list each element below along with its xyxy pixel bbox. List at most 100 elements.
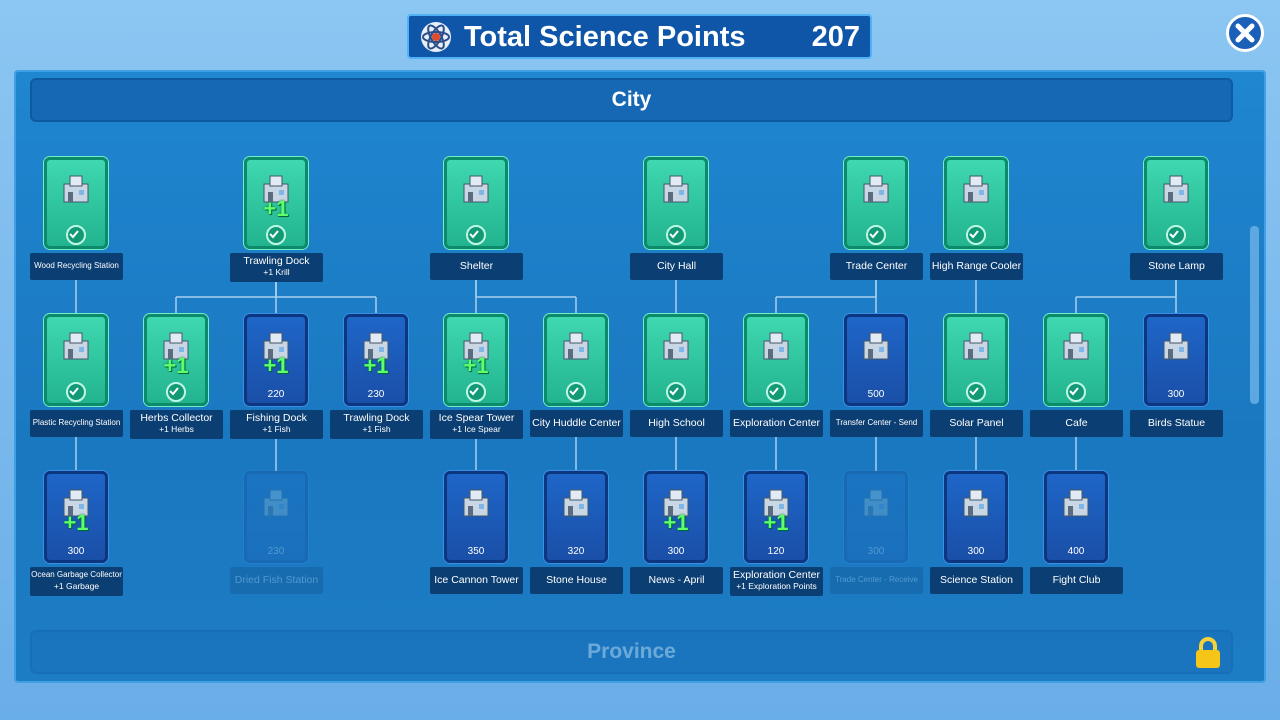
building-icon xyxy=(1163,332,1189,360)
building-icon xyxy=(63,332,89,360)
tech-subtitle: +1 Ice Spear xyxy=(452,424,501,434)
tech-name: High School xyxy=(648,417,705,429)
cost: 300 xyxy=(67,546,85,557)
tech-subtitle: +1 Exploration Points xyxy=(736,581,817,591)
tech-name: Transfer Center - Send xyxy=(835,418,918,427)
tech-label: High School xyxy=(630,410,723,437)
tech-card: 300 xyxy=(944,471,1008,563)
tech-label: Stone House xyxy=(530,567,623,594)
cost: 350 xyxy=(467,546,485,557)
tech-label: Transfer Center - Send xyxy=(830,410,923,437)
close-button[interactable] xyxy=(1226,14,1264,52)
building-icon xyxy=(963,489,989,517)
cost: 230 xyxy=(267,546,285,557)
building-icon xyxy=(363,332,389,360)
tech-name: Trade Center - Receive xyxy=(835,575,918,584)
bonus: +1 xyxy=(463,353,489,378)
tech-label: Fight Club xyxy=(1030,567,1123,594)
tech-subtitle: +1 Fish xyxy=(262,424,291,434)
tech-card xyxy=(444,157,508,249)
tech-card: 320 xyxy=(544,471,608,563)
check-icon xyxy=(66,382,86,402)
check-icon xyxy=(766,382,786,402)
building-icon xyxy=(563,489,589,517)
tech-name: Herbs Collector xyxy=(140,412,213,424)
tech-card xyxy=(544,314,608,406)
tech-card xyxy=(644,157,708,249)
building-icon xyxy=(163,332,189,360)
bonus: +1 xyxy=(163,353,189,378)
building-icon xyxy=(463,175,489,203)
tech-name: Ocean Garbage Collector xyxy=(31,570,122,579)
check-icon xyxy=(666,225,686,245)
building-icon xyxy=(963,332,989,360)
tech-label: Fishing Dock +1 Fish xyxy=(230,410,323,439)
tech-card xyxy=(944,314,1008,406)
check-icon xyxy=(966,382,986,402)
building-icon xyxy=(663,175,689,203)
tech-card xyxy=(744,314,808,406)
tech-label: Exploration Center xyxy=(730,410,823,437)
tech-label: Ocean Garbage Collector +1 Garbage xyxy=(30,567,123,596)
points: 207 xyxy=(811,21,860,53)
tech-subtitle: +1 Herbs xyxy=(159,424,194,434)
cost: 300 xyxy=(1167,389,1185,400)
building-icon xyxy=(663,332,689,360)
tech-card: +1 xyxy=(144,314,208,406)
cost: 400 xyxy=(1067,546,1085,557)
tech-card: +1 xyxy=(444,314,508,406)
bonus: +1 xyxy=(263,196,289,221)
tech-label: Birds Statue xyxy=(1130,410,1223,437)
tech-name: Trade Center xyxy=(845,260,908,272)
building-icon xyxy=(1063,489,1089,517)
tech-name: Stone House xyxy=(546,574,607,586)
tech-subtitle: +1 Fish xyxy=(362,424,391,434)
tech-subtitle: +1 Garbage xyxy=(53,581,100,591)
tech-name: Fishing Dock xyxy=(246,412,307,424)
tech-card xyxy=(44,314,108,406)
tech-name: Ice Spear Tower xyxy=(438,412,515,424)
tech-name: Cafe xyxy=(1065,417,1088,429)
building-icon xyxy=(763,489,789,517)
tech-card: +1 xyxy=(244,157,308,249)
tech-label: Science Station xyxy=(930,567,1023,594)
bonus: +1 xyxy=(363,353,389,378)
title: Total Science Points xyxy=(464,21,746,53)
tech-label: High Range Cooler xyxy=(930,253,1023,280)
building-icon xyxy=(63,175,89,203)
tech-name: Plastic Recycling Station xyxy=(32,418,121,427)
check-icon xyxy=(566,382,586,402)
check-icon xyxy=(966,225,986,245)
tech-name: News - April xyxy=(648,574,705,586)
cost: 220 xyxy=(267,389,285,400)
building-icon xyxy=(1163,175,1189,203)
tech-name: Trawling Dock xyxy=(243,255,310,267)
building-icon xyxy=(963,175,989,203)
tech-label: Shelter xyxy=(430,253,523,280)
cost: 500 xyxy=(867,389,885,400)
section-header-locked[interactable]: Province xyxy=(30,630,1233,674)
tech-label: News - April xyxy=(630,567,723,594)
building-icon xyxy=(263,332,289,360)
building-icon xyxy=(763,332,789,360)
check-icon xyxy=(266,225,286,245)
check-icon xyxy=(866,225,886,245)
check-icon xyxy=(1166,225,1186,245)
bonus: +1 xyxy=(63,510,89,535)
tech-card xyxy=(44,157,108,249)
tech-name: Wood Recycling Station xyxy=(34,261,119,270)
science-icon xyxy=(421,22,451,52)
building-icon xyxy=(463,489,489,517)
check-icon xyxy=(666,382,686,402)
building-icon xyxy=(263,489,289,517)
scrollbar[interactable] xyxy=(1250,226,1259,404)
tech-label: Ice Spear Tower +1 Ice Spear xyxy=(430,410,523,439)
building-icon xyxy=(863,332,889,360)
science-points-bar: Total Science Points 207 xyxy=(407,14,872,59)
bonus: +1 xyxy=(763,510,789,535)
tech-label: Plastic Recycling Station xyxy=(30,410,123,437)
tech-name: Fight Club xyxy=(1052,574,1101,586)
tech-card: 230 xyxy=(244,471,308,563)
tech-card xyxy=(844,157,908,249)
